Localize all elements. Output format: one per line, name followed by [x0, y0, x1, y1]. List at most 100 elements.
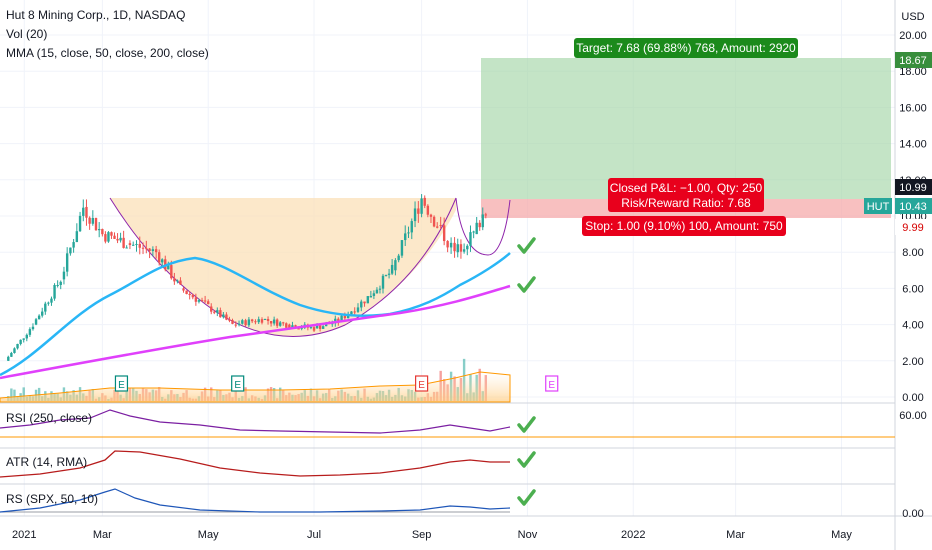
candle-body: [113, 235, 116, 239]
price-tick-label: 6.00: [902, 283, 923, 295]
candle-body: [420, 198, 423, 214]
candle-body: [244, 320, 247, 326]
pnl-label[interactable]: Closed P&L: −1.00, Qty: 250 Risk/Reward …: [608, 178, 764, 212]
candlesticks: [7, 194, 487, 362]
svg-text:Target: 7.68 (69.88%) 768, Amo: Target: 7.68 (69.88%) 768, Amount: 2920: [576, 41, 796, 55]
svg-text:E: E: [234, 380, 241, 391]
check-marks: [517, 237, 536, 506]
atr-line: [0, 450, 510, 478]
candle-body: [475, 222, 478, 235]
candle-body: [436, 226, 439, 228]
cup-curve: [109, 197, 457, 337]
candle-body: [213, 311, 216, 313]
candle-body: [394, 260, 397, 271]
price-tick-label: 8.00: [902, 247, 923, 259]
candle-body: [466, 245, 469, 250]
cup-fill: [110, 198, 456, 337]
candle-body: [145, 248, 148, 250]
candle-body: [269, 320, 273, 324]
atr-legend[interactable]: ATR (14, RMA): [6, 455, 88, 469]
candle-body: [125, 247, 128, 249]
candle-body: [88, 217, 91, 224]
candle-body: [132, 244, 135, 246]
candle-body: [407, 232, 410, 234]
candle-body: [459, 244, 463, 252]
candle-body: [188, 294, 191, 296]
date-tick-label: Jul: [307, 529, 321, 541]
target-label[interactable]: Target: 7.68 (69.88%) 768, Amount: 2920: [574, 38, 798, 58]
candle-body: [366, 296, 370, 304]
candle-body: [372, 293, 376, 296]
handle-curve: [455, 197, 511, 256]
svg-text:HUT: HUT: [867, 201, 890, 213]
candle-body: [59, 281, 62, 285]
candle-body: [85, 206, 88, 218]
ma-50-line: [0, 252, 511, 377]
candle-body: [53, 284, 56, 299]
candle-body: [260, 319, 264, 323]
rs-legend[interactable]: RS (SPX, 50, 10): [6, 492, 99, 506]
candle-body: [13, 348, 16, 353]
candle-body: [237, 323, 241, 325]
candle-body: [472, 231, 475, 233]
candle-body: [275, 319, 279, 326]
target-price-tag: 18.67: [895, 52, 932, 68]
svg-text:Closed P&L: −1.00, Qty: 250: Closed P&L: −1.00, Qty: 250: [610, 181, 763, 195]
candle-body: [225, 314, 228, 320]
price-axis[interactable]: 20.0018.0016.0014.0012.0010.008.006.004.…: [899, 30, 927, 404]
volume-bar: [10, 388, 13, 401]
candle-body: [413, 208, 417, 222]
candle-body: [315, 325, 319, 329]
candle-body: [300, 327, 303, 329]
stop-label[interactable]: Stop: 1.00 (9.10%) 100, Amount: 750: [582, 216, 786, 236]
candle-body: [31, 326, 35, 330]
earnings-marker: E: [231, 375, 245, 392]
candle-body: [25, 334, 28, 339]
candle-body: [453, 242, 456, 252]
candle-body: [157, 252, 161, 263]
candle-body: [210, 306, 213, 312]
candle-body: [116, 238, 119, 241]
candle-body: [41, 311, 44, 316]
candle-body: [381, 275, 385, 289]
mma-legend[interactable]: MMA (15, close, 50, close, 200, close): [6, 46, 209, 60]
candle-body: [469, 232, 472, 246]
symbol-title[interactable]: Hut 8 Mining Corp., 1D, NASDAQ: [6, 8, 186, 22]
candle-body: [37, 315, 41, 320]
candle-body: [356, 307, 360, 312]
rs-line: [0, 488, 511, 513]
candle-body: [135, 243, 138, 245]
candle-body: [228, 319, 231, 321]
candle-body: [340, 315, 343, 321]
candle-body: [182, 288, 185, 291]
date-tick-label: May: [198, 529, 219, 541]
time-axis[interactable]: 2021 Mar May Jul Sep Nov 2022 Mar May: [12, 529, 852, 541]
rs-axis-tick: 0.00: [902, 508, 923, 520]
candle-body: [75, 231, 79, 243]
candle-body: [110, 232, 113, 236]
candle-body: [266, 319, 270, 321]
candle-body: [148, 248, 151, 251]
candle-body: [312, 327, 316, 331]
candle-body: [250, 319, 254, 322]
candle-body: [363, 301, 366, 304]
candle-body: [285, 323, 288, 328]
price-tick-label: 20.00: [899, 30, 927, 42]
candle-body: [10, 352, 13, 357]
ma-200-line: [0, 284, 511, 380]
candle-body: [138, 243, 141, 248]
candle-body: [231, 320, 234, 324]
candle-body: [369, 295, 373, 298]
rsi-legend[interactable]: RSI (250, close): [6, 411, 93, 425]
candle-body: [104, 234, 107, 242]
date-tick-label: Sep: [412, 529, 432, 541]
candle-body: [442, 225, 446, 242]
candle-body: [50, 298, 53, 303]
candle-body: [375, 289, 379, 294]
candle-body: [119, 237, 122, 241]
volume-legend[interactable]: Vol (20): [6, 27, 48, 41]
candle-body: [78, 215, 82, 232]
date-tick-label: Mar: [726, 529, 745, 541]
